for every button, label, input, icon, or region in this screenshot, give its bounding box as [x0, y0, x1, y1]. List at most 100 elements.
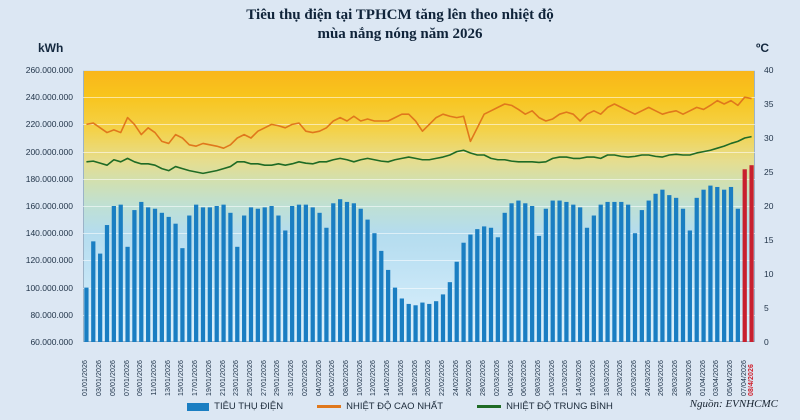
- bar: [434, 301, 439, 342]
- x-axis-tick-label: 03/01/2026: [96, 359, 104, 396]
- x-axis-tick-label: 14/03/2026: [576, 359, 584, 396]
- x-axis-tick-label: 02/03/2026: [493, 359, 501, 396]
- bar: [495, 237, 500, 342]
- bar: [715, 186, 720, 342]
- x-axis-tick-label: 18/02/2026: [411, 359, 419, 396]
- x-axis-tick-label: 27/01/2026: [260, 359, 268, 396]
- y-axis-tick-label: 120.000.000: [25, 255, 73, 266]
- legend-swatch-bar: [187, 402, 210, 411]
- y-axis-left-title: kWh: [38, 41, 64, 55]
- x-axis-tick-label: 04/02/2026: [315, 359, 323, 396]
- bar: [722, 189, 727, 342]
- bar: [543, 208, 548, 342]
- x-axis-tick-label: 08/4/2026: [747, 363, 755, 396]
- x-axis-tick-label: 31/01/2026: [288, 359, 296, 396]
- bar: [639, 210, 644, 342]
- bar-highlighted: [742, 169, 747, 342]
- bar: [502, 212, 507, 342]
- bar: [392, 287, 398, 342]
- legend-item[interactable]: NHIỆT ĐỘ TRUNG BÌNH: [477, 401, 613, 412]
- y-axis-tick-label: 60.000.000: [30, 337, 73, 347]
- bar: [379, 250, 384, 342]
- bar: [578, 207, 583, 342]
- x-axis-tick-label: 07/04/2026: [740, 359, 748, 396]
- y-axis-tick-label: 260.000.000: [25, 65, 73, 75]
- bar: [344, 201, 350, 342]
- x-axis-tick-label: 22/03/2026: [631, 359, 638, 396]
- y-axis-right-title: ºC: [756, 41, 770, 55]
- x-axis-tick-label: 26/02/2026: [466, 359, 474, 396]
- y-axis-tick-label: 160.000.000: [25, 201, 73, 211]
- legend-item[interactable]: NHIỆT ĐỘ CAO NHẤT: [317, 401, 443, 412]
- y2-axis-tick-label: 10: [764, 269, 774, 279]
- x-axis-tick-label: 24/02/2026: [452, 359, 460, 396]
- bar: [454, 261, 459, 342]
- bar: [235, 246, 240, 342]
- bar: [290, 206, 295, 342]
- bar: [482, 226, 487, 342]
- bar: [674, 197, 679, 342]
- y-axis-tick-label: 180.000.000: [25, 173, 73, 184]
- plot-area: [83, 70, 755, 342]
- bar: [262, 207, 267, 342]
- bar: [523, 203, 528, 342]
- bar: [118, 204, 123, 342]
- bar: [564, 201, 569, 342]
- bar: [550, 200, 555, 342]
- x-axis-tick-label: 28/03/2026: [672, 359, 680, 396]
- x-axis-tick-label: 24/03/2026: [644, 359, 652, 396]
- gridline: [83, 314, 755, 316]
- x-axis-tick-label: 02/02/2026: [301, 359, 309, 396]
- legend-label: TIÊU THỤ ĐIỆN: [214, 401, 284, 412]
- bar: [228, 212, 233, 342]
- bar: [509, 203, 514, 342]
- y2-axis-tick-label: 30: [764, 133, 774, 143]
- x-axis-tick-label: 20/03/2026: [617, 359, 625, 396]
- bar: [310, 207, 315, 342]
- bar: [98, 253, 103, 342]
- y2-axis-tick-label: 5: [764, 303, 769, 313]
- x-axis-tick-label: 26/03/2026: [658, 359, 666, 396]
- x-axis-tick-label: 12/02/2026: [370, 359, 378, 396]
- bar: [276, 215, 281, 342]
- legend-item[interactable]: TIÊU THỤ ĐIỆN: [187, 401, 283, 412]
- bar: [221, 204, 226, 342]
- y2-axis-tick-label: 35: [764, 99, 774, 109]
- bar: [159, 212, 164, 342]
- series-layer: [84, 96, 754, 342]
- y-axis-tick-label: 100.000.000: [25, 282, 73, 293]
- bar: [269, 206, 274, 342]
- bar: [632, 233, 638, 342]
- legend-swatch-line: [477, 405, 502, 408]
- x-axis-tick-label: 25/01/2026: [247, 359, 254, 396]
- x-axis-tick-label: 21/01/2026: [219, 359, 227, 396]
- bar: [420, 302, 425, 342]
- bar: [660, 189, 665, 342]
- y-axis-tick-label: 220.000.000: [25, 119, 73, 130]
- bar: [111, 206, 116, 342]
- x-axis-tick-label: 19/01/2026: [205, 359, 213, 396]
- gridline: [83, 97, 755, 99]
- x-axis-tick-label: 10/03/2026: [548, 359, 556, 396]
- bar: [386, 269, 391, 342]
- bar: [399, 298, 404, 342]
- gridline: [83, 151, 755, 153]
- bar: [626, 204, 631, 342]
- x-axis-tick-label: 12/03/2026: [562, 359, 570, 396]
- bar: [242, 215, 247, 342]
- x-axis-tick-label: 07/01/2026: [123, 359, 131, 396]
- bar: [146, 207, 151, 342]
- source-note: Nguồn: EVNHCMC: [689, 398, 778, 410]
- y-axis-tick-label: 140.000.000: [25, 228, 73, 239]
- bar: [591, 215, 596, 342]
- bar: [139, 201, 144, 342]
- bar: [406, 303, 411, 342]
- bar: [735, 208, 740, 342]
- x-axis-tick-label: 17/01/2026: [192, 359, 200, 396]
- y2-axis-tick-label: 0: [764, 337, 769, 347]
- bar: [557, 200, 562, 342]
- x-axis-tick-label: 08/02/2026: [343, 359, 350, 396]
- bar: [187, 215, 192, 342]
- y2-axis-tick-label: 20: [764, 201, 774, 211]
- chart-legend: TIÊU THỤ ĐIỆN NHIỆT ĐỘ CAO NHẤT NHIỆT ĐỘ T…: [0, 401, 800, 412]
